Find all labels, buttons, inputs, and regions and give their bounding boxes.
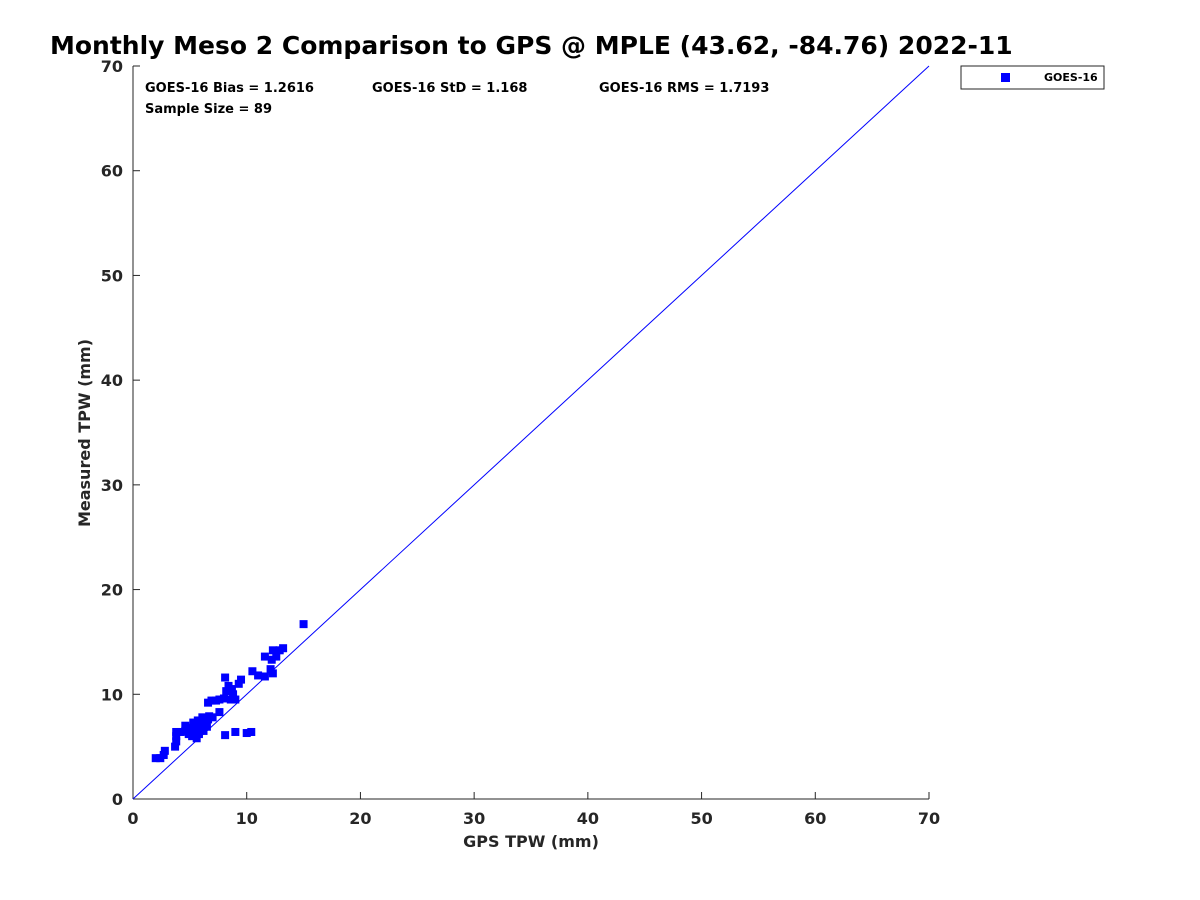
data-point [260, 672, 269, 681]
data-point [192, 734, 201, 743]
data-point [266, 665, 275, 674]
data-point [219, 694, 228, 703]
data-point [188, 732, 197, 741]
data-point [268, 646, 277, 655]
data-point [172, 727, 181, 736]
data-point [242, 729, 251, 738]
data-point [248, 667, 257, 676]
data-point [279, 644, 288, 653]
data-point [202, 722, 211, 731]
data-point [185, 723, 194, 732]
x-tick-label: 30 [463, 809, 485, 828]
y-tick-label: 50 [101, 266, 123, 285]
data-point [207, 696, 216, 705]
y-tick-label: 0 [112, 790, 123, 809]
data-point [260, 652, 269, 661]
data-point [194, 730, 203, 739]
data-point [254, 671, 263, 680]
data-point [198, 713, 207, 722]
bias-stat: GOES-16 Bias = 1.2616 [145, 81, 314, 96]
data-points [151, 620, 308, 763]
legend-label: GOES-16 [1044, 71, 1098, 84]
data-point [222, 687, 231, 696]
y-tick-label: 70 [101, 57, 123, 76]
sample-size-stat: Sample Size = 89 [145, 102, 272, 117]
data-point [215, 708, 224, 717]
data-point [191, 722, 200, 731]
data-point [181, 721, 190, 730]
x-tick-label: 20 [349, 809, 371, 828]
legend-box [960, 65, 1105, 90]
data-point [221, 731, 230, 740]
x-tick-label: 40 [577, 809, 599, 828]
x-tick-label: 50 [690, 809, 712, 828]
std-stat: GOES-16 StD = 1.168 [372, 81, 527, 96]
data-point [267, 655, 276, 664]
rms-stat: GOES-16 RMS = 1.7193 [599, 81, 769, 96]
y-ticks: 0 10 20 30 40 50 60 70 [101, 57, 140, 809]
x-tick-label: 70 [918, 809, 940, 828]
data-point [231, 695, 240, 704]
data-point [176, 727, 185, 736]
data-point [151, 754, 160, 763]
one-to-one-line [132, 65, 930, 800]
data-point [221, 673, 230, 682]
x-tick-label: 60 [804, 809, 826, 828]
y-tick-label: 10 [101, 685, 123, 704]
data-point [226, 695, 235, 704]
x-axis-label: GPS TPW (mm) [463, 832, 599, 851]
data-point [190, 726, 199, 735]
data-point [193, 716, 202, 725]
data-point [247, 727, 256, 736]
data-point [272, 652, 281, 661]
data-point [299, 620, 308, 629]
data-point [199, 726, 208, 735]
legend: GOES-16 [960, 65, 1105, 90]
data-point [160, 746, 169, 755]
data-point [159, 751, 168, 760]
data-point [231, 727, 240, 736]
data-point [172, 732, 181, 741]
chart-title: Monthly Meso 2 Comparison to GPS @ MPLE … [50, 31, 1013, 60]
data-point [189, 718, 198, 727]
data-point [268, 669, 277, 678]
x-ticks: 0 10 20 30 40 50 60 70 [127, 792, 940, 828]
y-tick-label: 30 [101, 476, 123, 495]
plot-axes [132, 66, 929, 800]
data-point [208, 713, 217, 722]
y-tick-label: 60 [101, 162, 123, 181]
y-tick-label: 20 [101, 581, 123, 600]
x-tick-label: 10 [236, 809, 258, 828]
x-tick-label: 0 [127, 809, 138, 828]
legend-marker [1001, 73, 1010, 82]
data-point [215, 695, 224, 704]
y-tick-label: 40 [101, 371, 123, 390]
data-point [172, 737, 181, 746]
y-axis-label: Measured TPW (mm) [75, 339, 94, 527]
data-point [171, 742, 180, 751]
data-point [234, 679, 243, 688]
data-point [227, 685, 236, 694]
data-point [229, 690, 238, 699]
data-point [237, 675, 246, 684]
